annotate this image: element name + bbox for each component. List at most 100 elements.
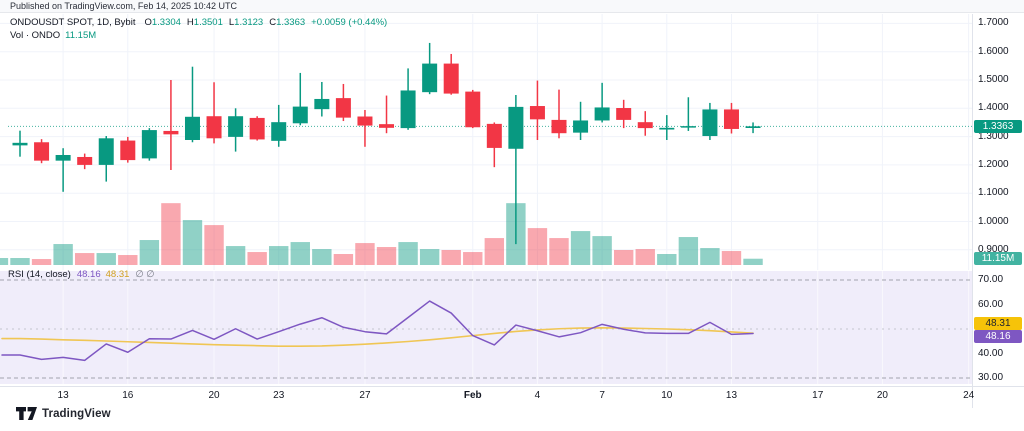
volume-bar — [74, 253, 95, 265]
volume-bar — [355, 243, 375, 265]
time-axis[interactable]: 13 16 20 23 27 Feb 4 7 10 13 17 20 24 — [0, 388, 1024, 404]
volume-bar — [0, 258, 9, 265]
rsi-legend[interactable]: RSI (14, close) 48.16 48.31 ∅ ∅ — [8, 269, 155, 281]
candle-body — [141, 130, 157, 159]
close-value: 1.3363 — [276, 17, 306, 28]
volume-bar — [182, 220, 203, 265]
volume-bar — [635, 249, 655, 265]
candle-body — [486, 123, 502, 148]
candle-body — [594, 107, 610, 121]
candle-body — [443, 63, 459, 94]
volume-bar — [161, 203, 181, 265]
volume-bar — [204, 225, 224, 265]
volume-bar — [527, 228, 548, 265]
candle-body — [98, 138, 114, 165]
volume-bar — [721, 251, 742, 265]
change-value: +0.0059 (+0.44%) — [311, 17, 388, 28]
candle-body — [637, 122, 653, 129]
volume-bar — [700, 248, 720, 265]
high-value: 1.3501 — [193, 17, 223, 28]
candle-body — [12, 142, 28, 146]
tradingview-watermark-text: TradingView — [42, 407, 111, 420]
price-axis-label: 1.1000 — [978, 187, 1009, 199]
rsi-ma-value: 48.31 — [105, 269, 130, 280]
candle-body — [357, 116, 373, 126]
time-axis-label: 7 — [599, 390, 605, 401]
volume-legend[interactable]: Vol · ONDO 11.15M — [10, 30, 96, 42]
candle-body — [77, 156, 93, 165]
rsi-badge: 48.16 — [974, 330, 1022, 343]
volume-value: 11.15M — [65, 30, 97, 41]
time-axis-label: 13 — [725, 390, 738, 401]
volume-bar — [441, 250, 461, 265]
close-label: C — [269, 17, 277, 28]
candle-body — [551, 119, 567, 134]
volume-bar — [139, 240, 160, 265]
time-axis-label: 20 — [876, 390, 888, 401]
price-axis-label: 1.0000 — [978, 215, 1009, 227]
volume-bar — [118, 255, 138, 265]
rsi-axis-label: 60.00 — [978, 298, 1004, 310]
volume-bar — [53, 244, 73, 265]
volume-bar — [10, 258, 30, 265]
time-axis-label: 27 — [359, 390, 371, 401]
candle-body — [680, 126, 696, 128]
price-axis-label: 1.6000 — [978, 45, 1009, 57]
volume-bar — [376, 247, 397, 265]
price-axis-label: 0.9000 — [978, 243, 1009, 255]
candle-body — [271, 122, 287, 141]
candle-body — [422, 63, 438, 93]
candle-body — [228, 116, 244, 137]
volume-bar — [290, 242, 310, 265]
symbol-title[interactable]: ONDOUSDT SPOT, 1D, Bybit — [10, 17, 136, 28]
symbol-legend[interactable]: ONDOUSDT SPOT, 1D, Bybit O1.3304 H1.3501 L1… — [10, 17, 387, 29]
price-axis[interactable]: 1.3363 11.15M 48.31 48.16 1.7000 1.6000 1.… — [973, 0, 1024, 408]
open-value: 1.3304 — [151, 17, 181, 28]
candle-body — [379, 124, 395, 128]
volume-bar — [31, 259, 52, 265]
volume-bar — [657, 254, 677, 265]
price-axis-label: 1.2000 — [978, 158, 1009, 170]
rsi-title: RSI (14, close) — [8, 269, 71, 280]
candle-body — [465, 91, 481, 128]
high-label: H — [186, 17, 194, 28]
time-axis-label: 4 — [534, 390, 541, 401]
candle-body — [206, 116, 222, 139]
rsi-line — [1, 300, 754, 362]
candle-body — [335, 98, 351, 118]
tradingview-watermark[interactable]: TradingView — [16, 407, 111, 420]
candle-body — [314, 98, 330, 110]
published-bar: Published on TradingView.com, Feb 14, 20… — [0, 0, 1024, 13]
rsi-axis-label: 40.00 — [978, 347, 1004, 359]
volume-bar — [484, 238, 505, 265]
candle-body — [616, 108, 632, 120]
candle-body — [723, 109, 739, 129]
candle-body — [34, 142, 50, 161]
volume-bar — [398, 242, 418, 265]
price-axis-label: 1.5000 — [978, 74, 1009, 85]
open-label: O — [144, 17, 152, 28]
volume-bar — [743, 258, 763, 265]
rsi-pane-background — [0, 271, 972, 384]
last-price-badge: 1.3363 — [974, 120, 1022, 133]
time-axis-label: 13 — [57, 390, 69, 401]
volume-bar — [592, 236, 612, 265]
rsi-ma-badge: 48.31 — [974, 317, 1022, 330]
candle-body — [573, 120, 589, 133]
volume-badge: 11.15M — [974, 252, 1022, 265]
tradingview-logo — [16, 407, 37, 420]
volume-bar — [225, 246, 246, 265]
time-axis-label: 24 — [963, 390, 975, 401]
volume-bar — [570, 231, 591, 265]
volume-bar — [463, 252, 483, 265]
volume-bar — [247, 252, 267, 265]
volume-label: Vol · ONDO — [10, 30, 61, 41]
low-value: 1.3123 — [234, 17, 264, 28]
volume-bar — [312, 249, 332, 265]
candle-body — [400, 90, 416, 129]
candle-body — [745, 126, 761, 128]
candle-body — [163, 130, 179, 135]
rsi-hidden-values: ∅ ∅ — [135, 269, 155, 280]
